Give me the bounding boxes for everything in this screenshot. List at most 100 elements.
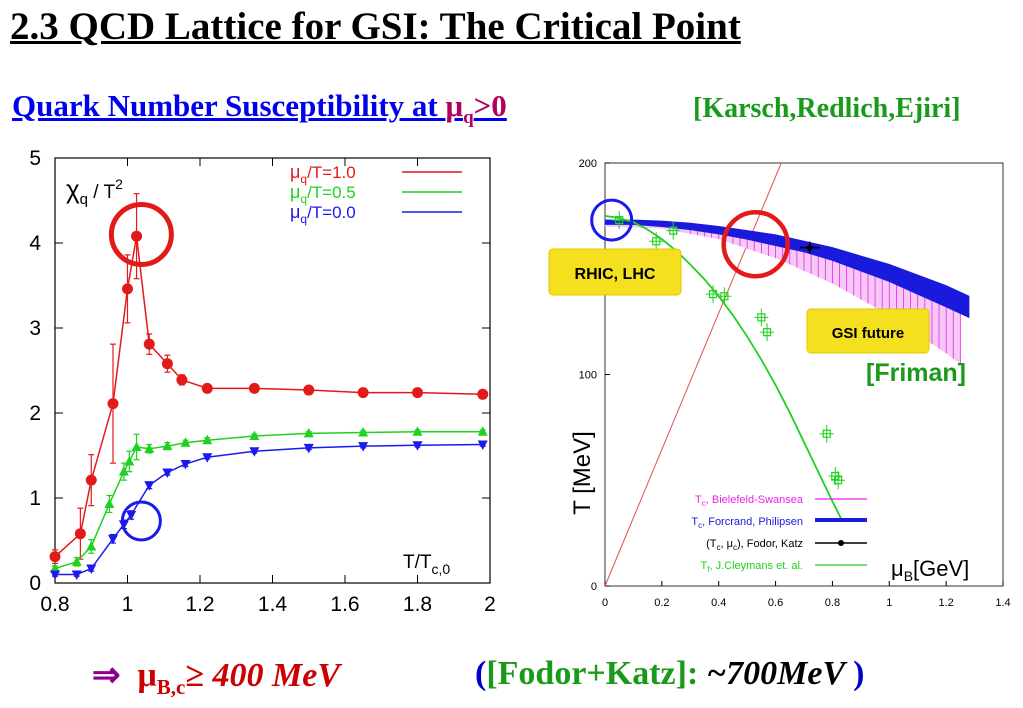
- legend-swatch: [815, 518, 867, 522]
- data-point: [107, 398, 119, 410]
- subtitle-link[interactable]: Quark Number Susceptibility at μq>0: [12, 88, 507, 129]
- y-axis-label: T [MeV]: [569, 431, 596, 515]
- data-point: [358, 427, 369, 437]
- implies-arrow: ⇒: [92, 657, 121, 694]
- freezeout-point: [720, 292, 729, 301]
- citation: [Karsch,Redlich,Ejiri]: [693, 93, 961, 124]
- freezeout-point: [762, 328, 772, 337]
- x-tick-label: 0.8: [825, 597, 840, 609]
- data-point: [124, 455, 135, 466]
- susceptibility-chart: 0.8 1 1.2 1.4 1.6 1.8 2 0 1 2 3 4 5 χq / T2 T/Tc,0 μq/T…: [0, 143, 505, 625]
- x-tick-label: 1.4: [995, 597, 1010, 609]
- data-point: [412, 441, 423, 451]
- plot-frame: [54, 157, 491, 584]
- y-tick-label: 200: [579, 158, 597, 170]
- data-point: [86, 564, 97, 575]
- subtitle-mu: μq>0: [445, 88, 507, 129]
- data-point: [303, 427, 314, 438]
- y-tick-label: 1: [29, 487, 41, 510]
- data-point: [303, 443, 314, 454]
- legend-entry: (Tc, μc), Fodor, Katz: [706, 538, 803, 552]
- data-point: [161, 358, 173, 370]
- x-tick-label: 0.4: [711, 597, 726, 609]
- conclusion: ⇒ μB,c≥ 400 MeV: [92, 655, 340, 700]
- x-tick-label: 1.8: [403, 593, 432, 616]
- data-point: [180, 460, 191, 470]
- legend-entry: Tc, Bielefeld-Swansea: [695, 494, 804, 508]
- y-tick-label: 5: [29, 147, 41, 170]
- data-point: [49, 551, 61, 563]
- legend-entry: Tc, Forcrand, Philipsen: [691, 516, 803, 530]
- slide-title: 2.3 QCD Lattice for GSI: The Critical Po…: [10, 5, 741, 48]
- data-point: [104, 498, 115, 508]
- series-line: [54, 430, 483, 570]
- y-tick-label: 0: [29, 572, 41, 595]
- data-point: [144, 481, 155, 491]
- x-tick-label: 1.4: [258, 593, 288, 616]
- data-point: [412, 426, 423, 436]
- fodor-point: [806, 244, 813, 251]
- subtitle-text: Quark Number Susceptibility at: [12, 88, 446, 123]
- data-point: [50, 570, 60, 580]
- data-point: [412, 387, 423, 399]
- fodor-label: [Fodor+Katz]:: [486, 655, 699, 692]
- subtitle-mu-sub: q: [463, 107, 474, 129]
- freezeout-point: [757, 313, 766, 322]
- data-point: [248, 382, 260, 394]
- freezeout-point: [822, 429, 831, 438]
- conclusion-value: 400 MeV: [204, 657, 341, 694]
- freezeout-point: [834, 476, 843, 485]
- fodor-close: ): [853, 655, 865, 692]
- callout-box: [548, 248, 682, 296]
- phase-diagram-chart: 0 0.2 0.4 0.6 0.8 1 1.2 1.4 0 100 200 RHIC, LHC GSI …: [533, 143, 1020, 618]
- data-point: [162, 468, 173, 478]
- legend-swatch: [838, 540, 844, 546]
- fodor-value: ~700MeV: [698, 655, 854, 692]
- data-point: [477, 440, 488, 450]
- x-tick-label: 0: [602, 597, 608, 609]
- friman-label: [Friman]: [866, 359, 966, 387]
- freezeout-point: [669, 226, 678, 235]
- data-point: [143, 338, 155, 350]
- data-point: [50, 563, 60, 573]
- x-tick-label: 1: [886, 597, 892, 609]
- data-point: [180, 437, 191, 447]
- data-point: [357, 387, 369, 399]
- callout-gsi-future: GSI future: [832, 325, 905, 342]
- susceptibility-chart-svg: 0.8 1 1.2 1.4 1.6 1.8 2 0 1 2 3 4 5 χq / T2 T/Tc,0 μq/T…: [29, 147, 496, 616]
- data-point: [477, 426, 488, 436]
- freezeout-point: [708, 290, 718, 299]
- freezeout-point: [615, 216, 624, 225]
- x-tick-label: 2: [484, 593, 496, 616]
- data-point: [176, 374, 188, 386]
- data-point: [71, 570, 82, 580]
- callout-box: [806, 308, 930, 354]
- highlight-circle: [721, 210, 790, 279]
- data-point: [71, 556, 82, 566]
- x-tick-label: 1.2: [938, 597, 953, 609]
- legend-entry: μq/T=0.5: [290, 182, 356, 206]
- phase-diagram-chart-svg: 0 0.2 0.4 0.6 0.8 1 1.2 1.4 0 100 200 RHIC, LHC GSI …: [548, 158, 1011, 609]
- freezeout-point: [652, 237, 661, 246]
- highlight-circle: [120, 500, 162, 542]
- highlight-circle: [108, 202, 174, 267]
- freezeout-curve: [604, 214, 842, 519]
- y-tick-label: 100: [579, 370, 597, 382]
- data-point: [477, 388, 489, 400]
- conclusion-mu: μ: [137, 657, 157, 694]
- data-point: [202, 453, 213, 463]
- conclusion-sub: B,c: [156, 674, 186, 699]
- legend-entry: μq/T=1.0: [290, 162, 356, 186]
- x-tick-label: 0.6: [768, 597, 783, 609]
- x-axis-label: μB[GeV]: [891, 556, 969, 584]
- x-tick-label: 0.8: [40, 593, 69, 616]
- data-point: [162, 440, 173, 451]
- x-tick-label: 0.2: [654, 597, 669, 609]
- data-point: [118, 466, 129, 476]
- y-tick-label: 2: [29, 402, 41, 425]
- x-tick-label: 1.2: [185, 593, 214, 616]
- subtitle-condition: >0: [473, 88, 507, 123]
- data-point: [202, 434, 213, 445]
- y-tick-label: 4: [29, 232, 41, 255]
- x-tick-label: 1.6: [330, 593, 359, 616]
